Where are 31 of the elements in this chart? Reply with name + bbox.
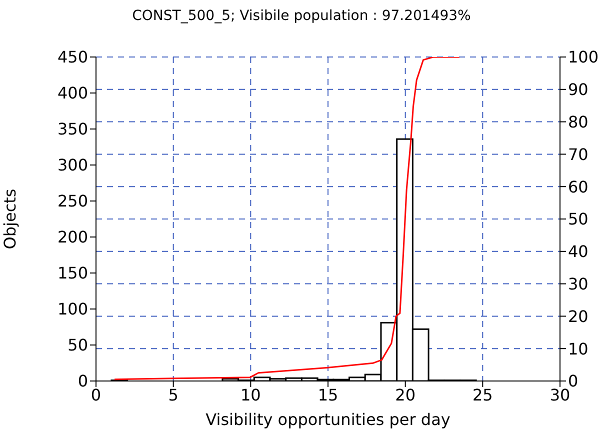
y-tick-label: 150 bbox=[57, 264, 88, 283]
chart-title: CONST_500_5; Visibile population : 97.201493% bbox=[131, 8, 472, 24]
x-tick-label: 15 bbox=[318, 385, 338, 404]
y-tick-label: 450 bbox=[57, 48, 88, 67]
y-tick-label: 50 bbox=[68, 336, 88, 355]
y2-tick-label: 70 bbox=[568, 144, 588, 164]
x-tick-label: 10 bbox=[240, 385, 261, 404]
x-tick-label: 5 bbox=[168, 385, 178, 404]
y-axis-title: Objects bbox=[0, 188, 20, 250]
x-tick-label: 20 bbox=[395, 385, 416, 404]
x-tick-label: 30 bbox=[550, 385, 570, 404]
y2-tick-label: 100 bbox=[568, 48, 599, 67]
y-tick-label: 0 bbox=[78, 372, 88, 391]
x-axis-title: Visibility opportunities per day bbox=[206, 410, 450, 429]
x-tick-label: 0 bbox=[90, 385, 102, 404]
y2-tick-label: 60 bbox=[568, 177, 588, 196]
y-tick-label: 400 bbox=[57, 84, 88, 103]
y-tick-label: 200 bbox=[57, 228, 88, 247]
y2-tick-label: 20 bbox=[568, 306, 588, 326]
y2-tick-label: 30 bbox=[568, 274, 588, 294]
y2-tick-label: 90 bbox=[568, 80, 588, 100]
y2-tick-label: 80 bbox=[568, 112, 588, 132]
x-tick-label: 25 bbox=[472, 385, 493, 404]
y2-tick-label: 0 bbox=[568, 372, 578, 391]
y2-tick-label: 40 bbox=[568, 242, 588, 262]
y-tick-label: 250 bbox=[57, 192, 88, 211]
y-tick-label: 300 bbox=[57, 156, 88, 175]
y2-tick-label: 50 bbox=[568, 210, 588, 229]
y-tick-label: 100 bbox=[57, 300, 88, 319]
y-tick-label: 350 bbox=[57, 120, 88, 139]
y2-tick-label: 10 bbox=[568, 339, 588, 358]
